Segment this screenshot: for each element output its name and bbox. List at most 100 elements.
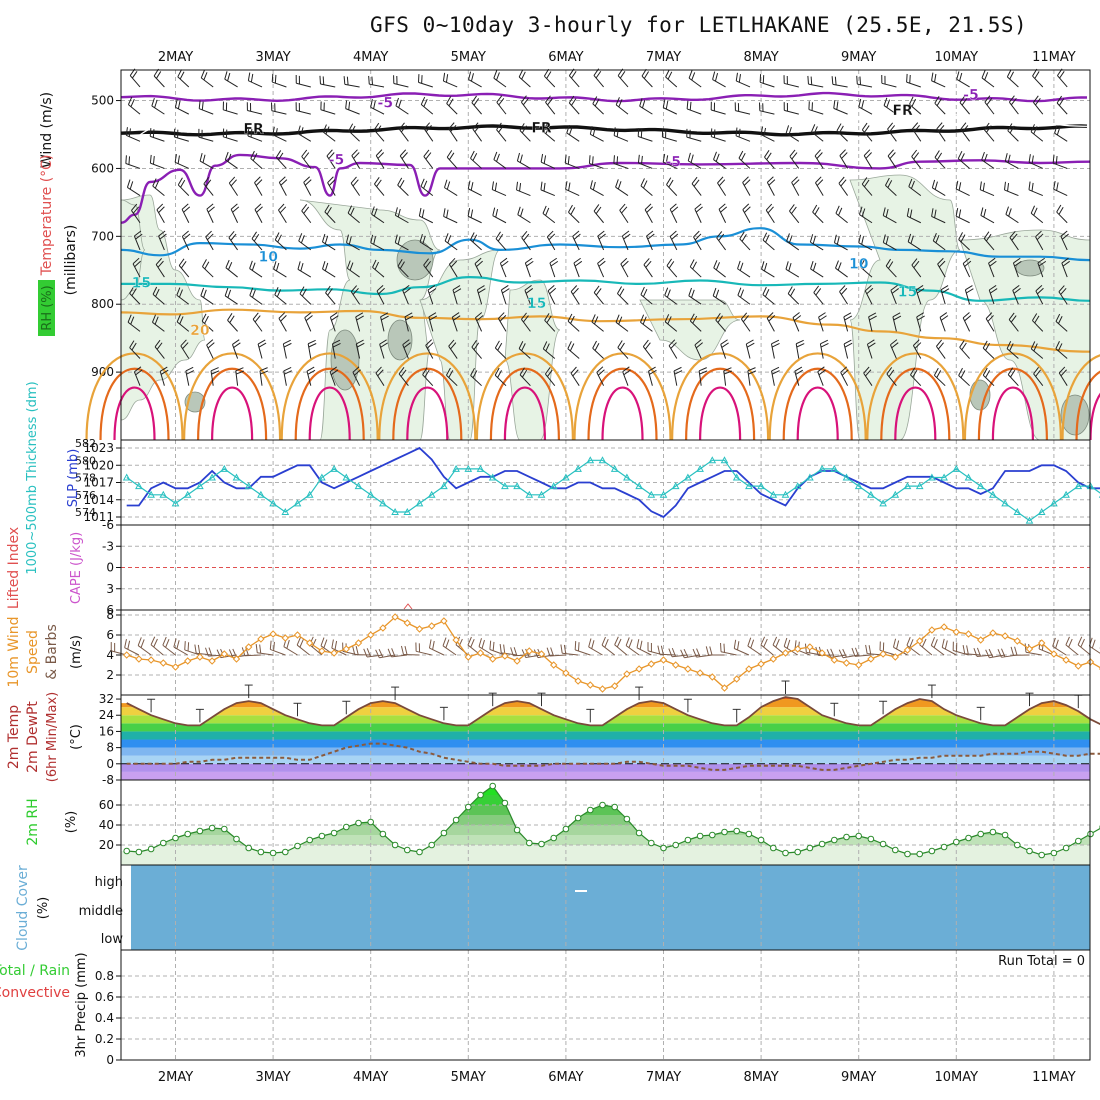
barb-staff <box>982 347 995 359</box>
barb-staff <box>395 214 409 224</box>
barb-flag <box>617 181 622 190</box>
barb-flag <box>667 316 672 325</box>
barb-staff <box>1058 372 1068 386</box>
thickness-marker <box>513 482 521 490</box>
barb-staff <box>939 317 946 332</box>
barb-staff <box>617 75 629 88</box>
barb-flag <box>275 150 282 158</box>
barb-flag <box>477 285 485 291</box>
wind-barb <box>451 312 461 332</box>
barb-flag <box>813 126 818 135</box>
barb-flag <box>334 640 338 650</box>
wind-barb <box>346 260 360 278</box>
barb-staff <box>224 78 238 88</box>
temperature-contour <box>120 153 1091 224</box>
barb-staff <box>1056 211 1068 224</box>
barb-flag <box>400 369 407 377</box>
barb-staff <box>919 644 933 656</box>
barb-flag <box>717 176 724 184</box>
barb-flag <box>352 645 356 655</box>
barb-flag <box>988 648 994 658</box>
barb-staff <box>283 370 287 386</box>
barb-flag <box>373 208 378 217</box>
wind-barb <box>303 176 312 196</box>
barb-flag <box>795 369 804 375</box>
wind-barb <box>568 204 580 224</box>
wind-speed-marker <box>793 645 802 653</box>
barb-flag <box>253 233 260 242</box>
barb-flag <box>252 312 259 320</box>
barb-staff <box>715 319 726 332</box>
barb-flag <box>200 287 205 296</box>
barb-flag <box>1035 230 1042 238</box>
date-label-top: 5MAY <box>451 50 486 65</box>
pressure-axis-label: (millibars) <box>63 225 79 296</box>
barb-flag <box>863 366 870 374</box>
wind-speed-marker <box>232 655 241 663</box>
barb-flag <box>1062 260 1070 267</box>
barb-flag <box>718 233 725 241</box>
barb-flag <box>858 206 863 215</box>
temperature-contour <box>183 352 282 441</box>
barb-staff <box>931 215 946 224</box>
barb-flag <box>467 636 472 646</box>
barb-flag <box>254 203 262 210</box>
barb-flag <box>1056 126 1061 136</box>
barb-staff <box>325 292 336 305</box>
temperature-contour <box>378 352 477 441</box>
wind-barb <box>348 123 360 142</box>
barb-flag <box>350 207 355 216</box>
barb-staff <box>200 77 214 88</box>
barb-flag <box>619 288 625 297</box>
barb-staff <box>861 183 873 196</box>
wind-barb <box>694 339 703 359</box>
temperature-contour <box>120 308 1091 353</box>
rh-marker <box>855 832 863 840</box>
barb-flag <box>615 179 619 188</box>
barb-flag <box>567 313 573 322</box>
wind-speed-marker <box>562 669 570 677</box>
rh-area <box>504 279 561 441</box>
y-tick-label: 500 <box>91 94 114 108</box>
barb-staff <box>223 136 238 142</box>
barb-flag <box>1008 208 1012 217</box>
barb-staff <box>448 128 458 142</box>
barb-flag <box>276 289 282 298</box>
barb-flag <box>985 233 992 242</box>
wind-barb <box>259 367 269 386</box>
barb-flag <box>965 285 973 291</box>
barb-staff <box>544 75 556 88</box>
wind-barb <box>470 367 482 387</box>
barb-staff <box>735 110 751 115</box>
barb-staff <box>982 374 995 387</box>
barb-flag <box>418 207 422 217</box>
barb-staff <box>863 372 873 386</box>
barb-flag <box>885 177 890 186</box>
wind-barb <box>686 128 702 142</box>
barb-flag <box>668 648 673 657</box>
barb-flag <box>909 74 911 84</box>
barb-flag <box>568 204 573 213</box>
barb-flag <box>352 366 360 373</box>
barb-staff <box>615 104 629 115</box>
wind-barb <box>686 100 702 115</box>
contour-label: 20 <box>190 323 210 339</box>
barb-flag <box>445 367 451 376</box>
barb-staff <box>1005 214 1019 224</box>
rh-marker <box>794 848 802 856</box>
barb-flag <box>594 98 600 107</box>
wind-barb <box>420 178 434 196</box>
thickness-marker <box>318 473 326 481</box>
barb-staff <box>838 183 849 196</box>
wind-barb <box>542 341 556 359</box>
wind-barb <box>423 149 434 169</box>
barb-staff <box>638 162 653 169</box>
wind-barb <box>713 151 726 169</box>
rh-marker <box>440 829 448 837</box>
barb-flag <box>573 233 581 240</box>
thickness-tick-label: 582 <box>75 437 96 450</box>
barb-flag <box>788 235 793 244</box>
wind-barb <box>492 207 507 224</box>
wind-barb <box>254 176 263 196</box>
wind-barb <box>327 176 336 196</box>
